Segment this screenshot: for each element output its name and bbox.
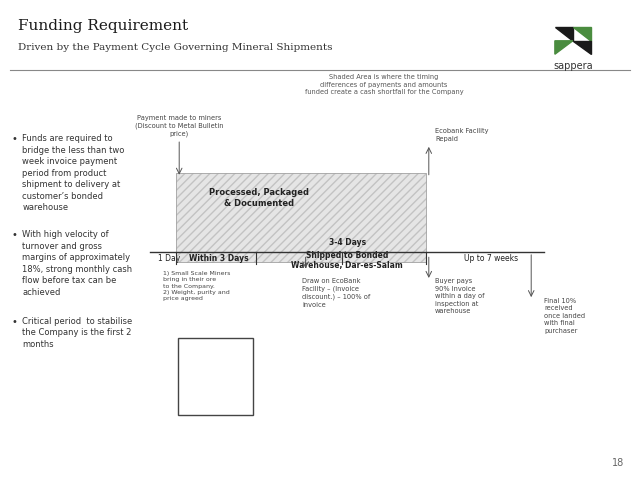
Text: Driven by the Payment Cycle Governing Mineral Shipments: Driven by the Payment Cycle Governing Mi… — [18, 43, 332, 52]
Text: 1 Day: 1 Day — [159, 254, 180, 263]
Text: With high velocity of
turnover and gross
margins of approximately
18%, strong mo: With high velocity of turnover and gross… — [22, 230, 132, 297]
Text: •: • — [12, 230, 17, 240]
Text: Inflow: Inflow — [204, 346, 227, 355]
Text: •: • — [12, 317, 17, 327]
Bar — [178, 338, 253, 415]
Text: Up to 7 weeks: Up to 7 weeks — [464, 254, 518, 263]
Text: Critical period  to stabilise
the Company is the first 2
months: Critical period to stabilise the Company… — [22, 317, 132, 348]
Text: Final 10%
received
once landed
with final
purchaser: Final 10% received once landed with fina… — [544, 298, 585, 334]
Text: Funds are required to
bridge the less than two
week invoice payment
period from : Funds are required to bridge the less th… — [22, 134, 125, 212]
Text: 3-4 Days: 3-4 Days — [328, 238, 366, 247]
Text: sappera: sappera — [553, 61, 593, 72]
Bar — [176, 173, 426, 262]
Text: 18: 18 — [612, 458, 624, 468]
Text: Draw on EcoBank
Facility – (Invoice
discount.) – 100% of
invoice: Draw on EcoBank Facility – (Invoice disc… — [303, 278, 371, 308]
Bar — [176, 173, 426, 262]
Text: Funding Requirement: Funding Requirement — [18, 19, 188, 33]
Polygon shape — [555, 41, 573, 54]
Text: Processed, Packaged
& Documented: Processed, Packaged & Documented — [209, 188, 309, 208]
Text: Ecobank Facility
Repaid: Ecobank Facility Repaid — [435, 128, 489, 142]
Polygon shape — [573, 41, 591, 54]
Text: (Outflow): (Outflow) — [193, 404, 225, 410]
Text: Payment made to miners
(Discount to Metal Bulletin
price): Payment made to miners (Discount to Meta… — [135, 115, 223, 137]
Text: Shipped to Bonded
Warehouse, Dar-es-Salam: Shipped to Bonded Warehouse, Dar-es-Sala… — [291, 251, 403, 270]
Text: Buyer pays
90% Invoice
within a day of
inspection at
warehouse: Buyer pays 90% Invoice within a day of i… — [435, 278, 484, 314]
Polygon shape — [555, 27, 573, 41]
Text: Within 3 Days: Within 3 Days — [189, 254, 249, 263]
Polygon shape — [573, 27, 591, 41]
Text: •: • — [12, 134, 17, 144]
Text: Shaded Area is where the timing
differences of payments and amounts
funded creat: Shaded Area is where the timing differen… — [305, 74, 463, 96]
Text: 1) Small Scale Miners
bring in their ore
to the Company.
2) Weight, purity and
p: 1) Small Scale Miners bring in their ore… — [163, 271, 230, 301]
